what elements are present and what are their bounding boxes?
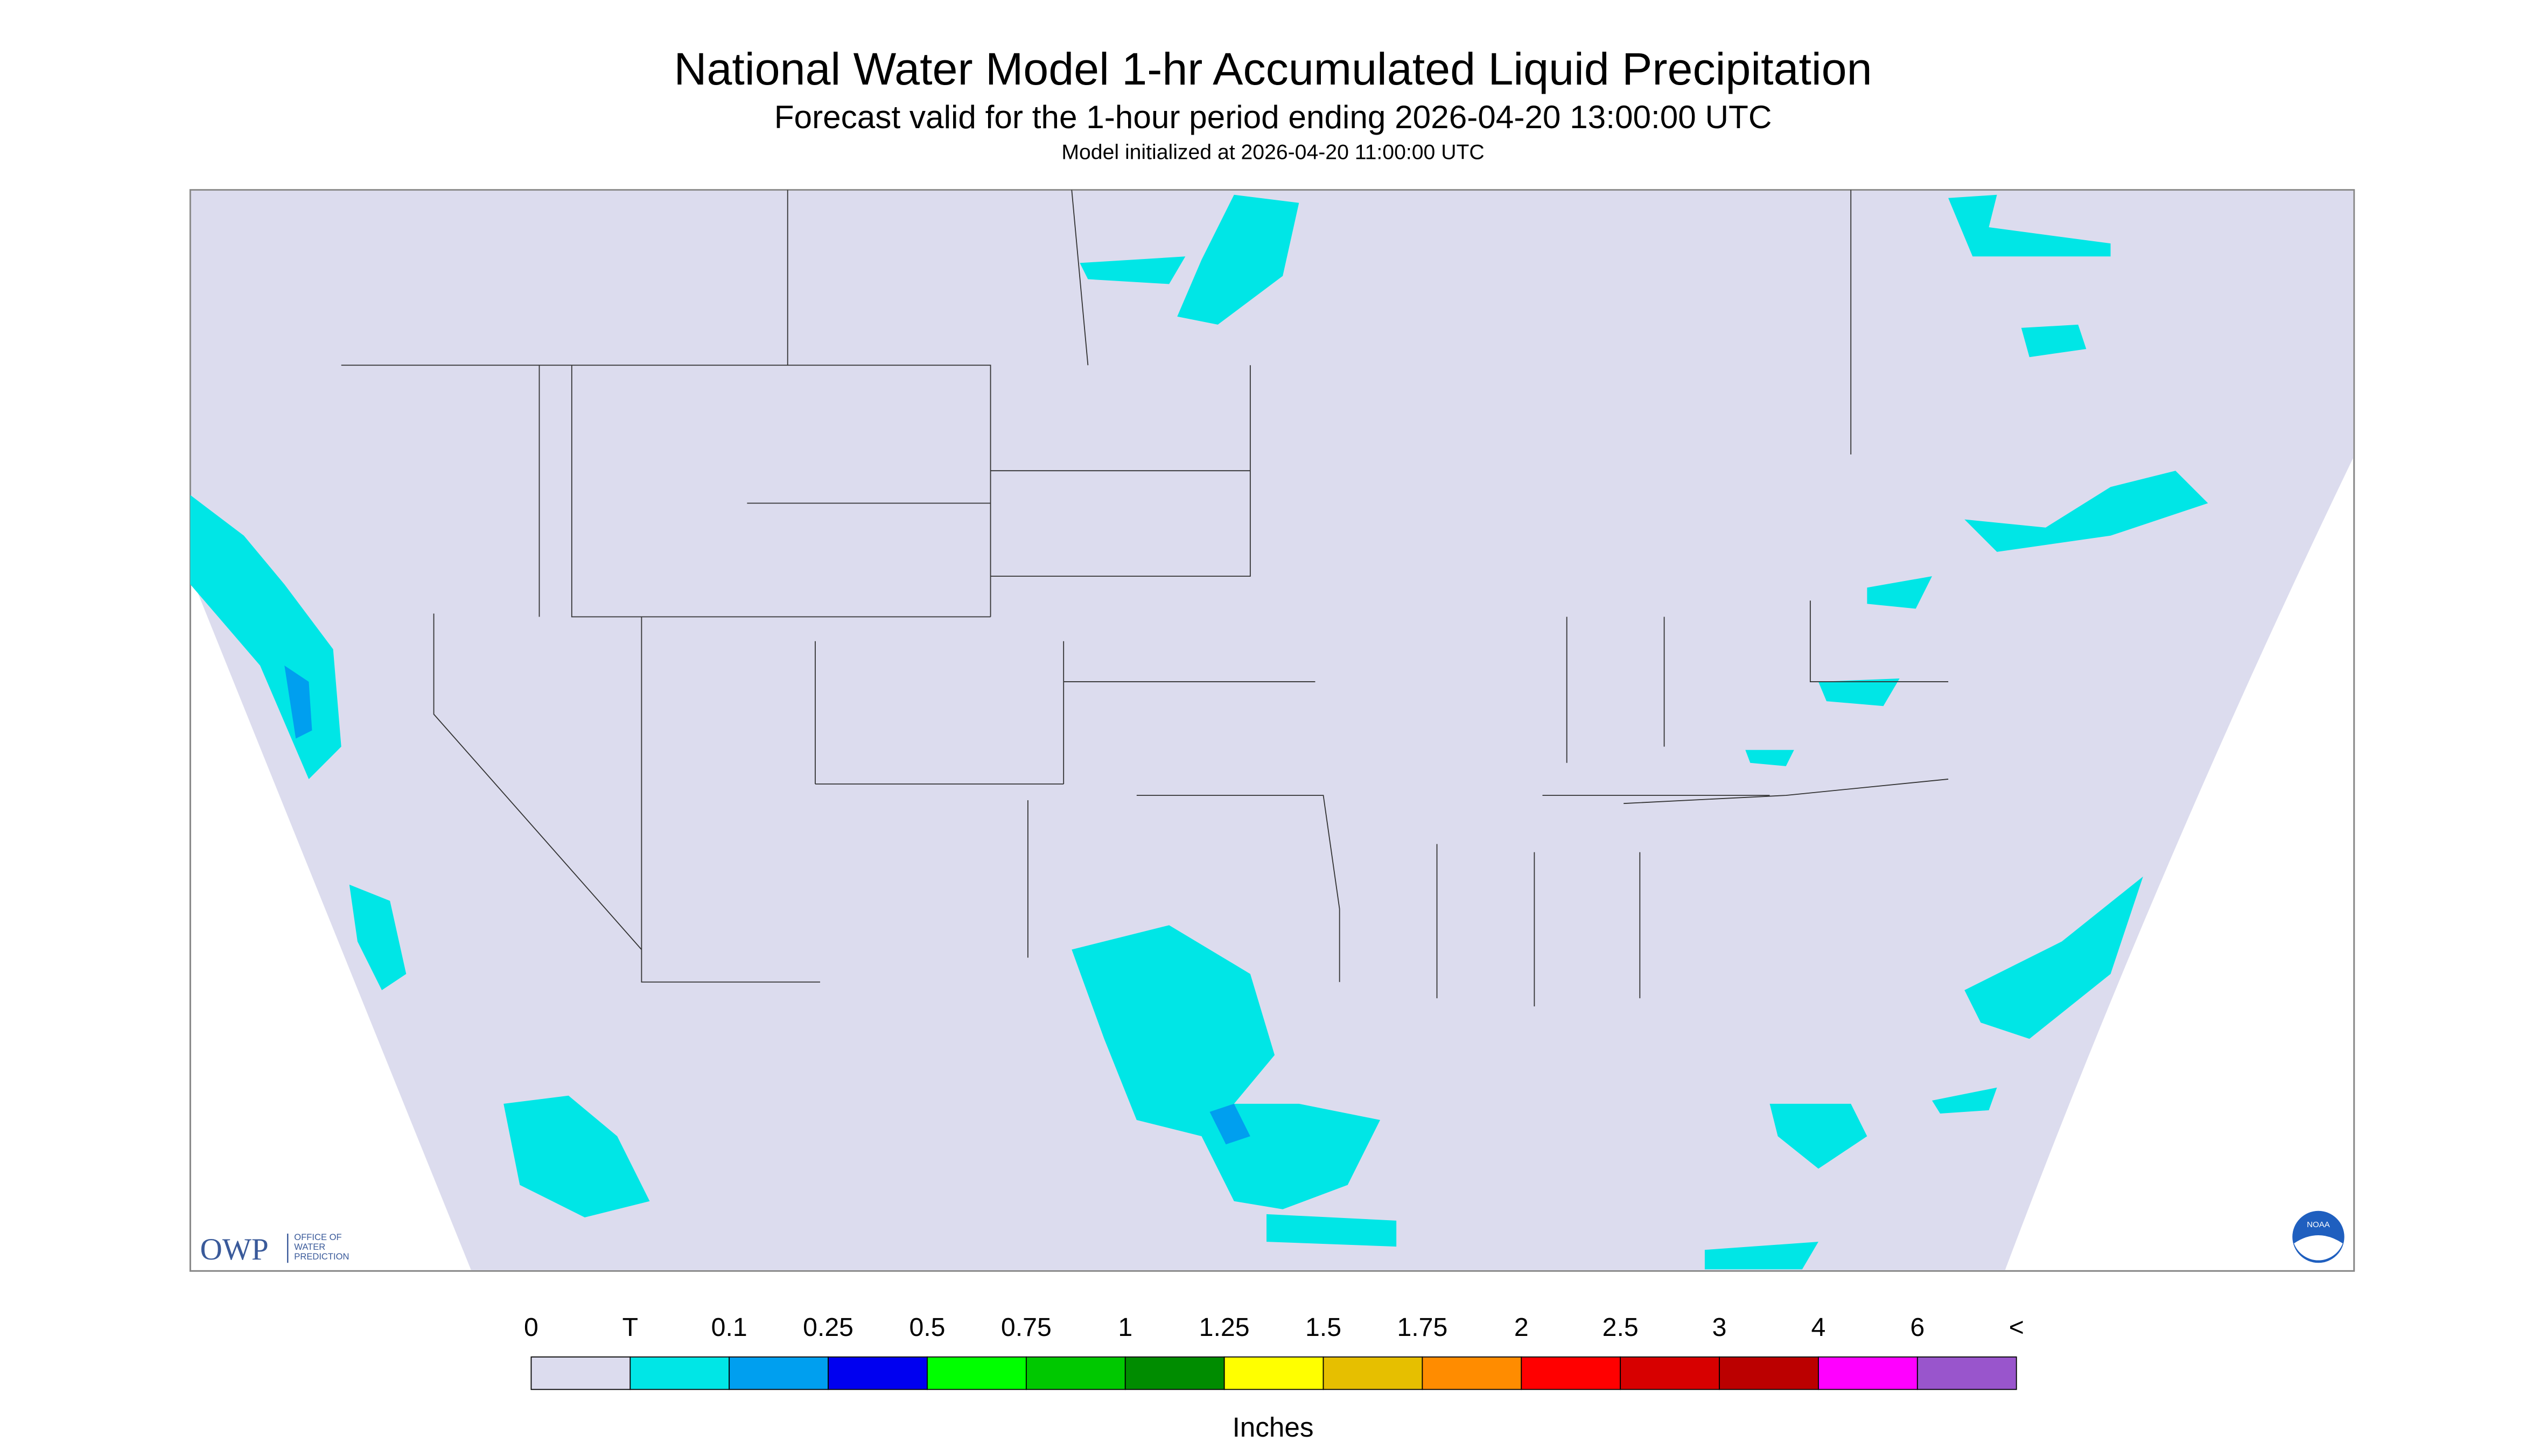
legend-swatch <box>530 1356 631 1390</box>
legend-swatch <box>1521 1356 1621 1390</box>
boundaries <box>341 190 1949 1006</box>
legend-swatch <box>1719 1356 1819 1390</box>
legend-swatch <box>1323 1356 1423 1390</box>
owp-text: OFFICE OF <box>294 1232 341 1242</box>
legend-label: 0 <box>524 1313 538 1342</box>
legend-label: 1.25 <box>1199 1313 1250 1342</box>
legend-label: 1.75 <box>1397 1313 1447 1342</box>
legend-unit: Inches <box>1233 1412 1314 1443</box>
owp-logo: OWP OFFICE OF WATER PREDICTION <box>200 1232 349 1266</box>
legend-swatch <box>927 1356 1027 1390</box>
legend-label: 0.75 <box>1001 1313 1052 1342</box>
owp-text: WATER <box>294 1242 325 1252</box>
legend-swatch <box>1422 1356 1522 1390</box>
legend-label: 4 <box>1811 1313 1826 1342</box>
owp-text: PREDICTION <box>294 1251 349 1262</box>
legend-label: 2 <box>1514 1313 1529 1342</box>
legend-swatch <box>729 1356 829 1390</box>
subtitle: Forecast valid for the 1-hour period end… <box>774 99 1772 135</box>
domain <box>191 191 2354 1270</box>
legend-swatch <box>1818 1356 1918 1390</box>
legend-label: 1 <box>1118 1313 1132 1342</box>
legend-label: 1.5 <box>1305 1313 1341 1342</box>
legend-label: 6 <box>1910 1313 1925 1342</box>
legend: 0 T 0.1 0.25 0.5 0.75 1 1.25 1.5 1.75 2 2.5 3 4 6 < <box>524 1313 2024 1390</box>
legend-swatch <box>1916 1356 2017 1390</box>
noaa-wave <box>2294 1235 2343 1261</box>
legend-label: 2.5 <box>1603 1313 1639 1342</box>
noaa-logo: NOAA <box>2292 1210 2345 1263</box>
map: OWP OFFICE OF WATER PREDICTION NOAA <box>189 189 2355 1272</box>
legend-label: < <box>2009 1313 2024 1342</box>
init-time: Model initialized at 2026-04-20 11:00:00… <box>1061 141 1484 164</box>
legend-swatch <box>629 1356 730 1390</box>
legend-label: 0.5 <box>909 1313 945 1342</box>
precip-areas <box>190 194 2208 1270</box>
legend-swatch <box>1025 1356 1126 1390</box>
legend-label: 3 <box>1712 1313 1727 1342</box>
noaa-text: NOAA <box>2307 1220 2331 1229</box>
legend-swatch <box>828 1356 928 1390</box>
legend-label: T <box>622 1313 638 1342</box>
legend-swatch <box>1620 1356 1720 1390</box>
legend-swatch <box>1124 1356 1225 1390</box>
heavier-precip <box>284 665 1250 1145</box>
owp-mark: OWP <box>200 1233 268 1266</box>
title: National Water Model 1-hr Accumulated Li… <box>674 44 1872 94</box>
legend-label: 0.25 <box>803 1313 853 1342</box>
legend-label: 0.1 <box>711 1313 747 1342</box>
legend-swatch <box>1223 1356 1324 1390</box>
